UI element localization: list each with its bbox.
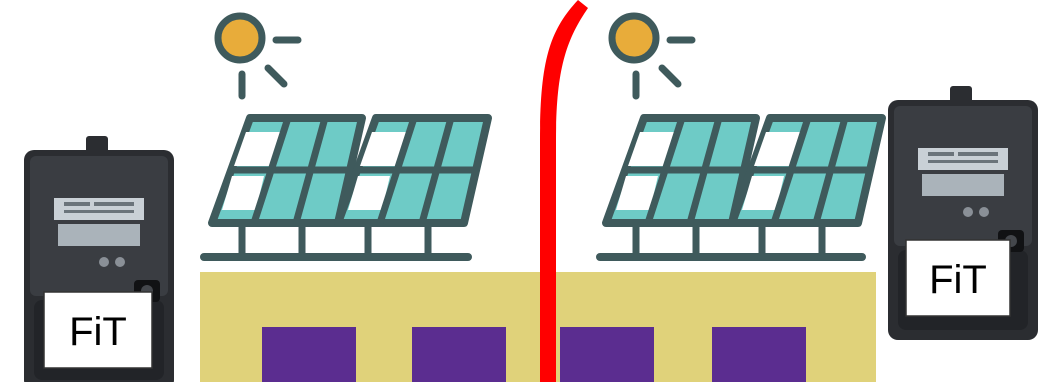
fit-label-right: FiT: [929, 258, 987, 302]
sun-icon: [218, 16, 298, 96]
property-divider-line: [540, 0, 588, 382]
solar-panel-icon: [212, 118, 362, 258]
window: [262, 327, 356, 382]
fit-label-box: [43, 291, 153, 369]
window: [560, 327, 654, 382]
window: [712, 327, 806, 382]
sun-icon: [612, 16, 692, 96]
window: [412, 327, 506, 382]
fit-label-box: [905, 239, 1011, 317]
fit-label-left: FiT: [69, 310, 127, 354]
solar-panel-icon: [606, 118, 756, 258]
